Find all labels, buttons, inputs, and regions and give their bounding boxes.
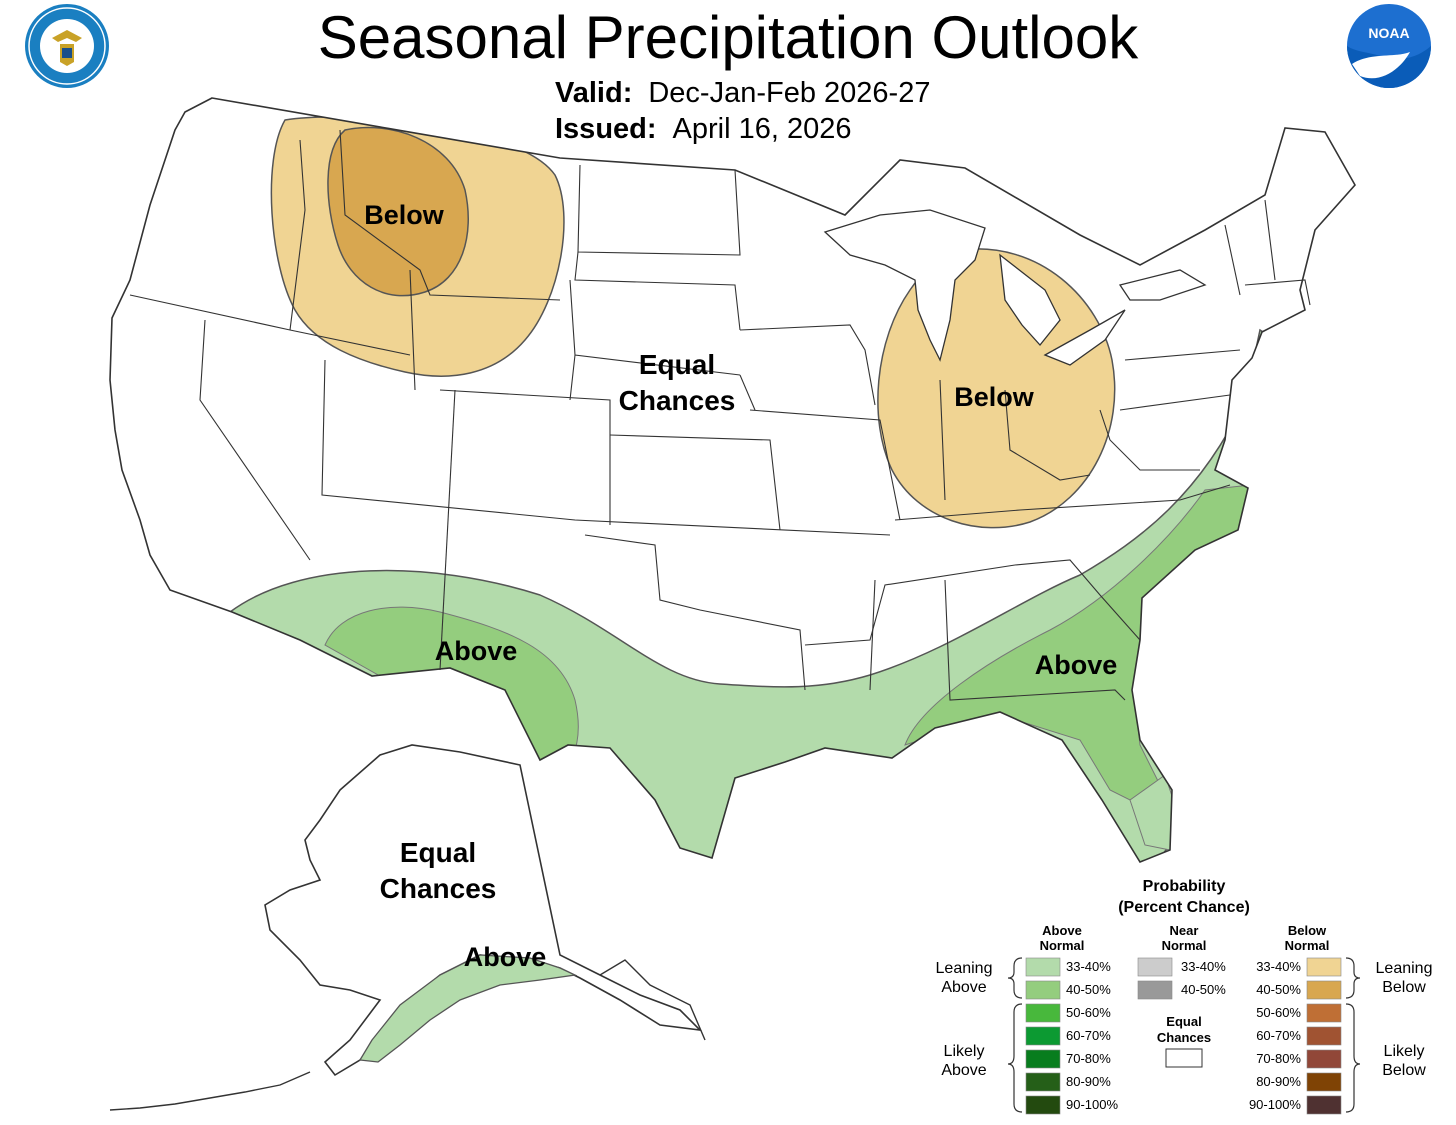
legend-below-swatch-5 [1306, 1072, 1342, 1092]
valid-row: Valid: Dec-Jan-Feb 2026-27 [555, 76, 930, 110]
legend-below-range-6: 90-100% [1249, 1097, 1301, 1112]
legend-below-head-1: Below [1288, 923, 1327, 938]
label-mw-below: Below [954, 382, 1035, 412]
legend-above-range-6: 90-100% [1066, 1097, 1118, 1112]
legend-below-range-4: 70-80% [1256, 1051, 1301, 1066]
legend-above-swatch-3 [1025, 1026, 1061, 1046]
legend-near-range-0: 33-40% [1181, 959, 1226, 974]
legend-below-swatches: 33-40% 40-50% 50-60% 60-70% 70-80% 80-90% 90-1… [1249, 957, 1342, 1115]
label-ak-above: Above [464, 942, 547, 972]
legend-likely-below-2: Below [1382, 1062, 1426, 1079]
legend-title-2: (Percent Chance) [1118, 899, 1250, 916]
legend-near-swatch-0 [1137, 957, 1173, 977]
legend-above-range-0: 33-40% [1066, 959, 1111, 974]
label-ak-equal-2: Chances [380, 873, 497, 904]
legend-above-swatch-1 [1025, 980, 1061, 1000]
alaska-above-region [358, 954, 578, 1063]
legend-above-head-1: Above [1042, 923, 1082, 938]
legend-near-swatch-1 [1137, 980, 1173, 1000]
legend-above-swatch-5 [1025, 1072, 1061, 1092]
legend-leaning-below-2: Below [1382, 979, 1426, 996]
legend-equal-2: Chances [1157, 1030, 1211, 1045]
legend-below-swatch-4 [1306, 1049, 1342, 1069]
legend-below-head-2: Normal [1285, 938, 1330, 953]
legend-above-range-5: 80-90% [1066, 1074, 1111, 1089]
alaska-islands [109, 959, 706, 1111]
northwest-below-40 [327, 126, 469, 297]
legend-above-range-2: 50-60% [1066, 1005, 1111, 1020]
legend-below-swatch-0 [1306, 957, 1342, 977]
conus-map: Below Below Equal Chances Above Above [109, 97, 1356, 863]
legend-leaning-above-2: Above [941, 979, 986, 996]
legend-below-swatch-2 [1306, 1003, 1342, 1023]
legend-above-swatch-0 [1025, 957, 1061, 977]
legend-leaning-above-1: Leaning [936, 960, 993, 977]
legend-likely-above-1: Likely [944, 1043, 985, 1060]
legend-above-swatch-4 [1025, 1049, 1061, 1069]
legend-near-head-2: Normal [1162, 938, 1207, 953]
valid-label: Valid: [555, 77, 633, 109]
legend-below-range-5: 80-90% [1256, 1074, 1301, 1089]
legend-near-head-1: Near [1170, 923, 1199, 938]
legend: Probability (Percent Chance) Above Norma… [936, 878, 1433, 1115]
legend-near-swatches: 33-40% 40-50% [1137, 957, 1226, 1000]
valid-value: Dec-Jan-Feb 2026-27 [648, 77, 931, 109]
legend-below-swatch-6 [1306, 1095, 1342, 1115]
legend-below-range-1: 40-50% [1256, 982, 1301, 997]
legend-above-head-2: Normal [1040, 938, 1085, 953]
legend-near-range-1: 40-50% [1181, 982, 1226, 997]
alaska-outline [264, 744, 703, 1077]
legend-above-swatch-6 [1025, 1095, 1061, 1115]
legend-below-swatch-1 [1306, 980, 1342, 1000]
legend-below-range-0: 33-40% [1256, 959, 1301, 974]
label-nw-below: Below [364, 200, 445, 230]
legend-above-swatch-2 [1025, 1003, 1061, 1023]
label-sw-above: Above [435, 636, 518, 666]
legend-braces [1007, 957, 1361, 1113]
legend-likely-below-1: Likely [1384, 1043, 1425, 1060]
noaa-logo: NOAA [1347, 4, 1431, 88]
legend-above-swatches: 33-40% 40-50% 50-60% 60-70% 70-80% 80-90% 90-1… [1025, 957, 1118, 1115]
legend-below-range-3: 60-70% [1256, 1028, 1301, 1043]
legend-equal-swatch [1165, 1048, 1203, 1068]
issued-value: April 16, 2026 [672, 113, 852, 145]
alaska-map: Equal Chances Above [109, 744, 706, 1111]
legend-above-range-4: 70-80% [1066, 1051, 1111, 1066]
issued-label: Issued: [555, 113, 657, 145]
legend-above-range-3: 60-70% [1066, 1028, 1111, 1043]
great-lakes [823, 209, 1207, 366]
label-ak-equal-1: Equal [400, 837, 476, 868]
legend-above-range-1: 40-50% [1066, 982, 1111, 997]
legend-leaning-below-1: Leaning [1376, 960, 1433, 977]
page-title: Seasonal Precipitation Outlook [317, 4, 1139, 71]
legend-below-swatch-3 [1306, 1026, 1342, 1046]
label-central-equal-1: Equal [639, 349, 715, 380]
legend-likely-above-2: Above [941, 1062, 986, 1079]
legend-equal-1: Equal [1166, 1014, 1201, 1029]
commerce-seal [25, 4, 109, 88]
legend-title-1: Probability [1143, 878, 1226, 895]
legend-below-range-2: 50-60% [1256, 1005, 1301, 1020]
label-se-above: Above [1035, 650, 1118, 680]
noaa-text: NOAA [1368, 25, 1409, 41]
state-lines [129, 129, 1311, 701]
label-central-equal-2: Chances [619, 385, 736, 416]
issued-row: Issued: April 16, 2026 [555, 112, 852, 146]
